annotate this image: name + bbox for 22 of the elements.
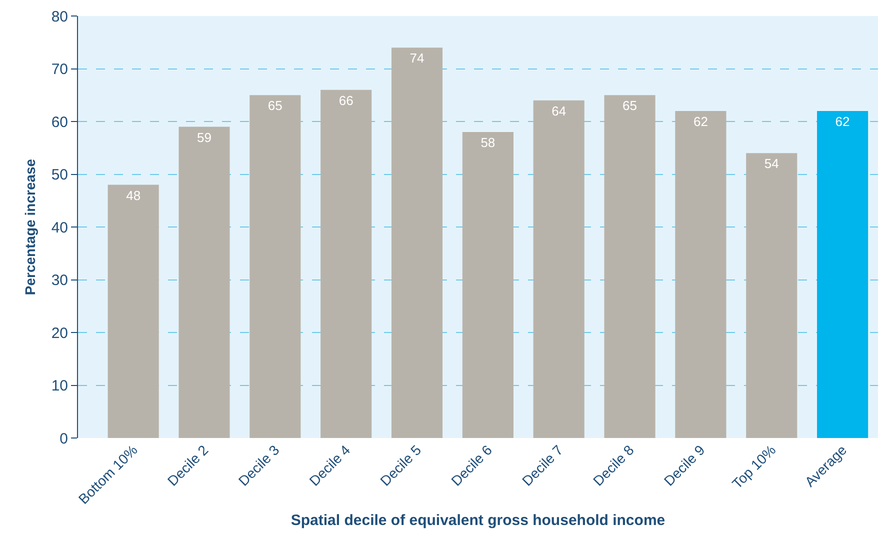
- y-tick-label: 10: [51, 378, 68, 394]
- data-label: 65: [268, 98, 282, 114]
- data-label: 66: [338, 92, 354, 108]
- y-tick-label: 60: [51, 114, 68, 131]
- y-tick-label: 70: [51, 61, 68, 78]
- y-tick-label: 50: [51, 166, 68, 184]
- x-axis-title: Spatial decile of equivalent gross household income: [290, 512, 666, 529]
- data-label: 59: [197, 130, 212, 145]
- data-label: 54: [764, 156, 779, 172]
- y-tick-label: 40: [51, 219, 68, 236]
- data-label: 65: [622, 98, 638, 114]
- data-label: 48: [126, 188, 141, 203]
- data-label: 64: [552, 103, 566, 118]
- y-tick-label: 80: [51, 8, 68, 26]
- y-axis-title: Percentage increase: [22, 158, 38, 296]
- data-label: 62: [835, 114, 850, 129]
- data-label: 58: [480, 135, 496, 150]
- data-label: 74: [410, 50, 424, 66]
- y-tick-label: 0: [60, 430, 68, 448]
- data-label: 62: [693, 114, 708, 129]
- y-tick-label: 30: [51, 272, 68, 289]
- y-tick-label: 20: [51, 324, 68, 342]
